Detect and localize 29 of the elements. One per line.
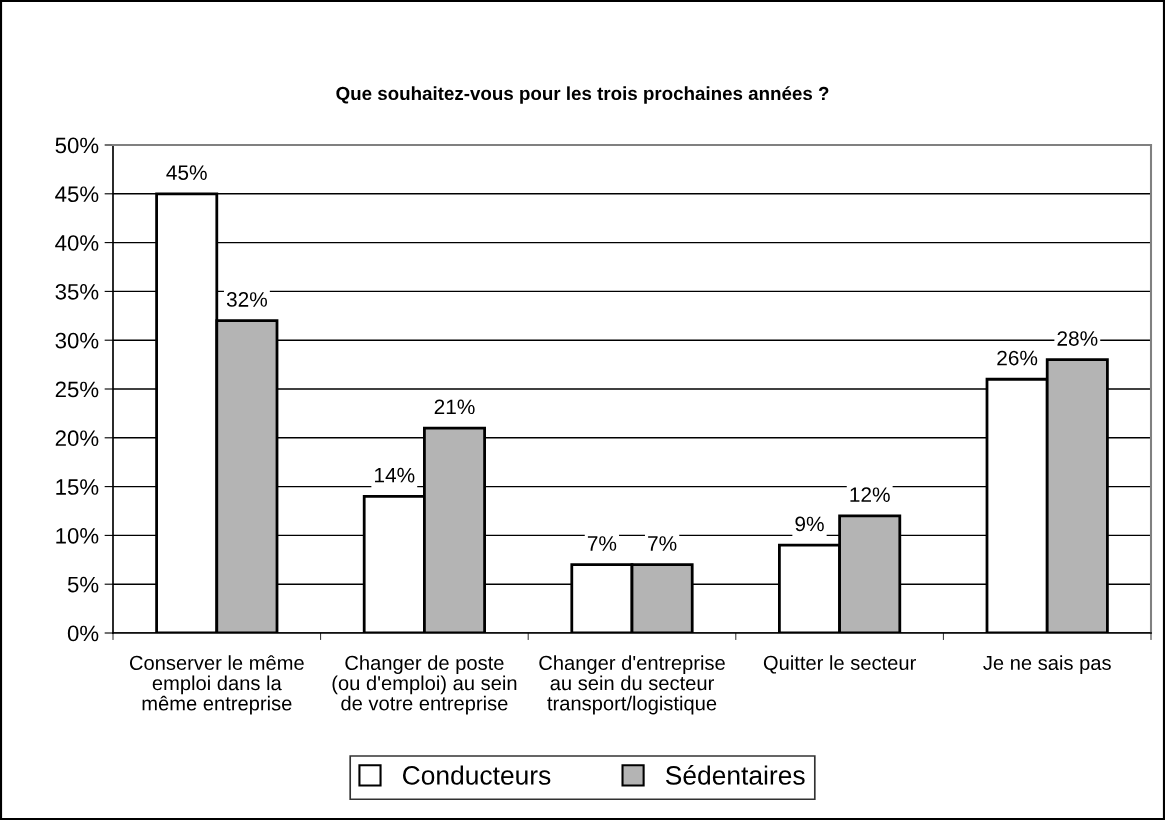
data-label: 7%: [587, 536, 617, 551]
data-label: 7%: [648, 536, 677, 551]
data-label: 32%: [226, 292, 268, 307]
y-tick-label: 45%: [55, 186, 99, 203]
y-tick-label: 15%: [56, 479, 99, 495]
x-tick-label: Quitter le secteur: [763, 655, 916, 674]
x-tick-label: Changer de poste (ou d'emploi) au sein de votre entreprise: [332, 655, 517, 715]
y-tick-label: 10%: [56, 527, 99, 544]
legend-label: Conducteurs: [403, 765, 551, 785]
data-label: 21%: [434, 399, 475, 415]
data-label: 12%: [850, 487, 890, 502]
y-tick-label: 50%: [55, 137, 99, 154]
x-tick-label: Je ne sais pas: [983, 655, 1111, 674]
x-tick-label: Conserver le même emploi dans la même entreprise: [129, 655, 304, 715]
legend-label: Sédentaires: [665, 765, 805, 785]
x-tick-label: Changer d'entreprise au sein du secteur transport/logistique: [539, 655, 725, 715]
y-tick-label: 20%: [55, 430, 99, 447]
y-tick-label: 0%: [67, 625, 99, 642]
data-label: 9%: [795, 516, 824, 532]
data-label: 14%: [375, 467, 415, 483]
chart-title: Que souhaitez-vous pour les trois prochaines années ?: [336, 86, 829, 104]
y-tick-label: 40%: [55, 235, 99, 251]
data-label: 45%: [166, 165, 207, 180]
data-label: 26%: [997, 350, 1038, 366]
y-tick-label: 25%: [55, 381, 99, 398]
y-tick-label: 5%: [67, 576, 99, 593]
y-tick-label: 35%: [55, 283, 99, 300]
y-tick-label: 30%: [55, 332, 99, 349]
data-label: 28%: [1057, 331, 1098, 346]
